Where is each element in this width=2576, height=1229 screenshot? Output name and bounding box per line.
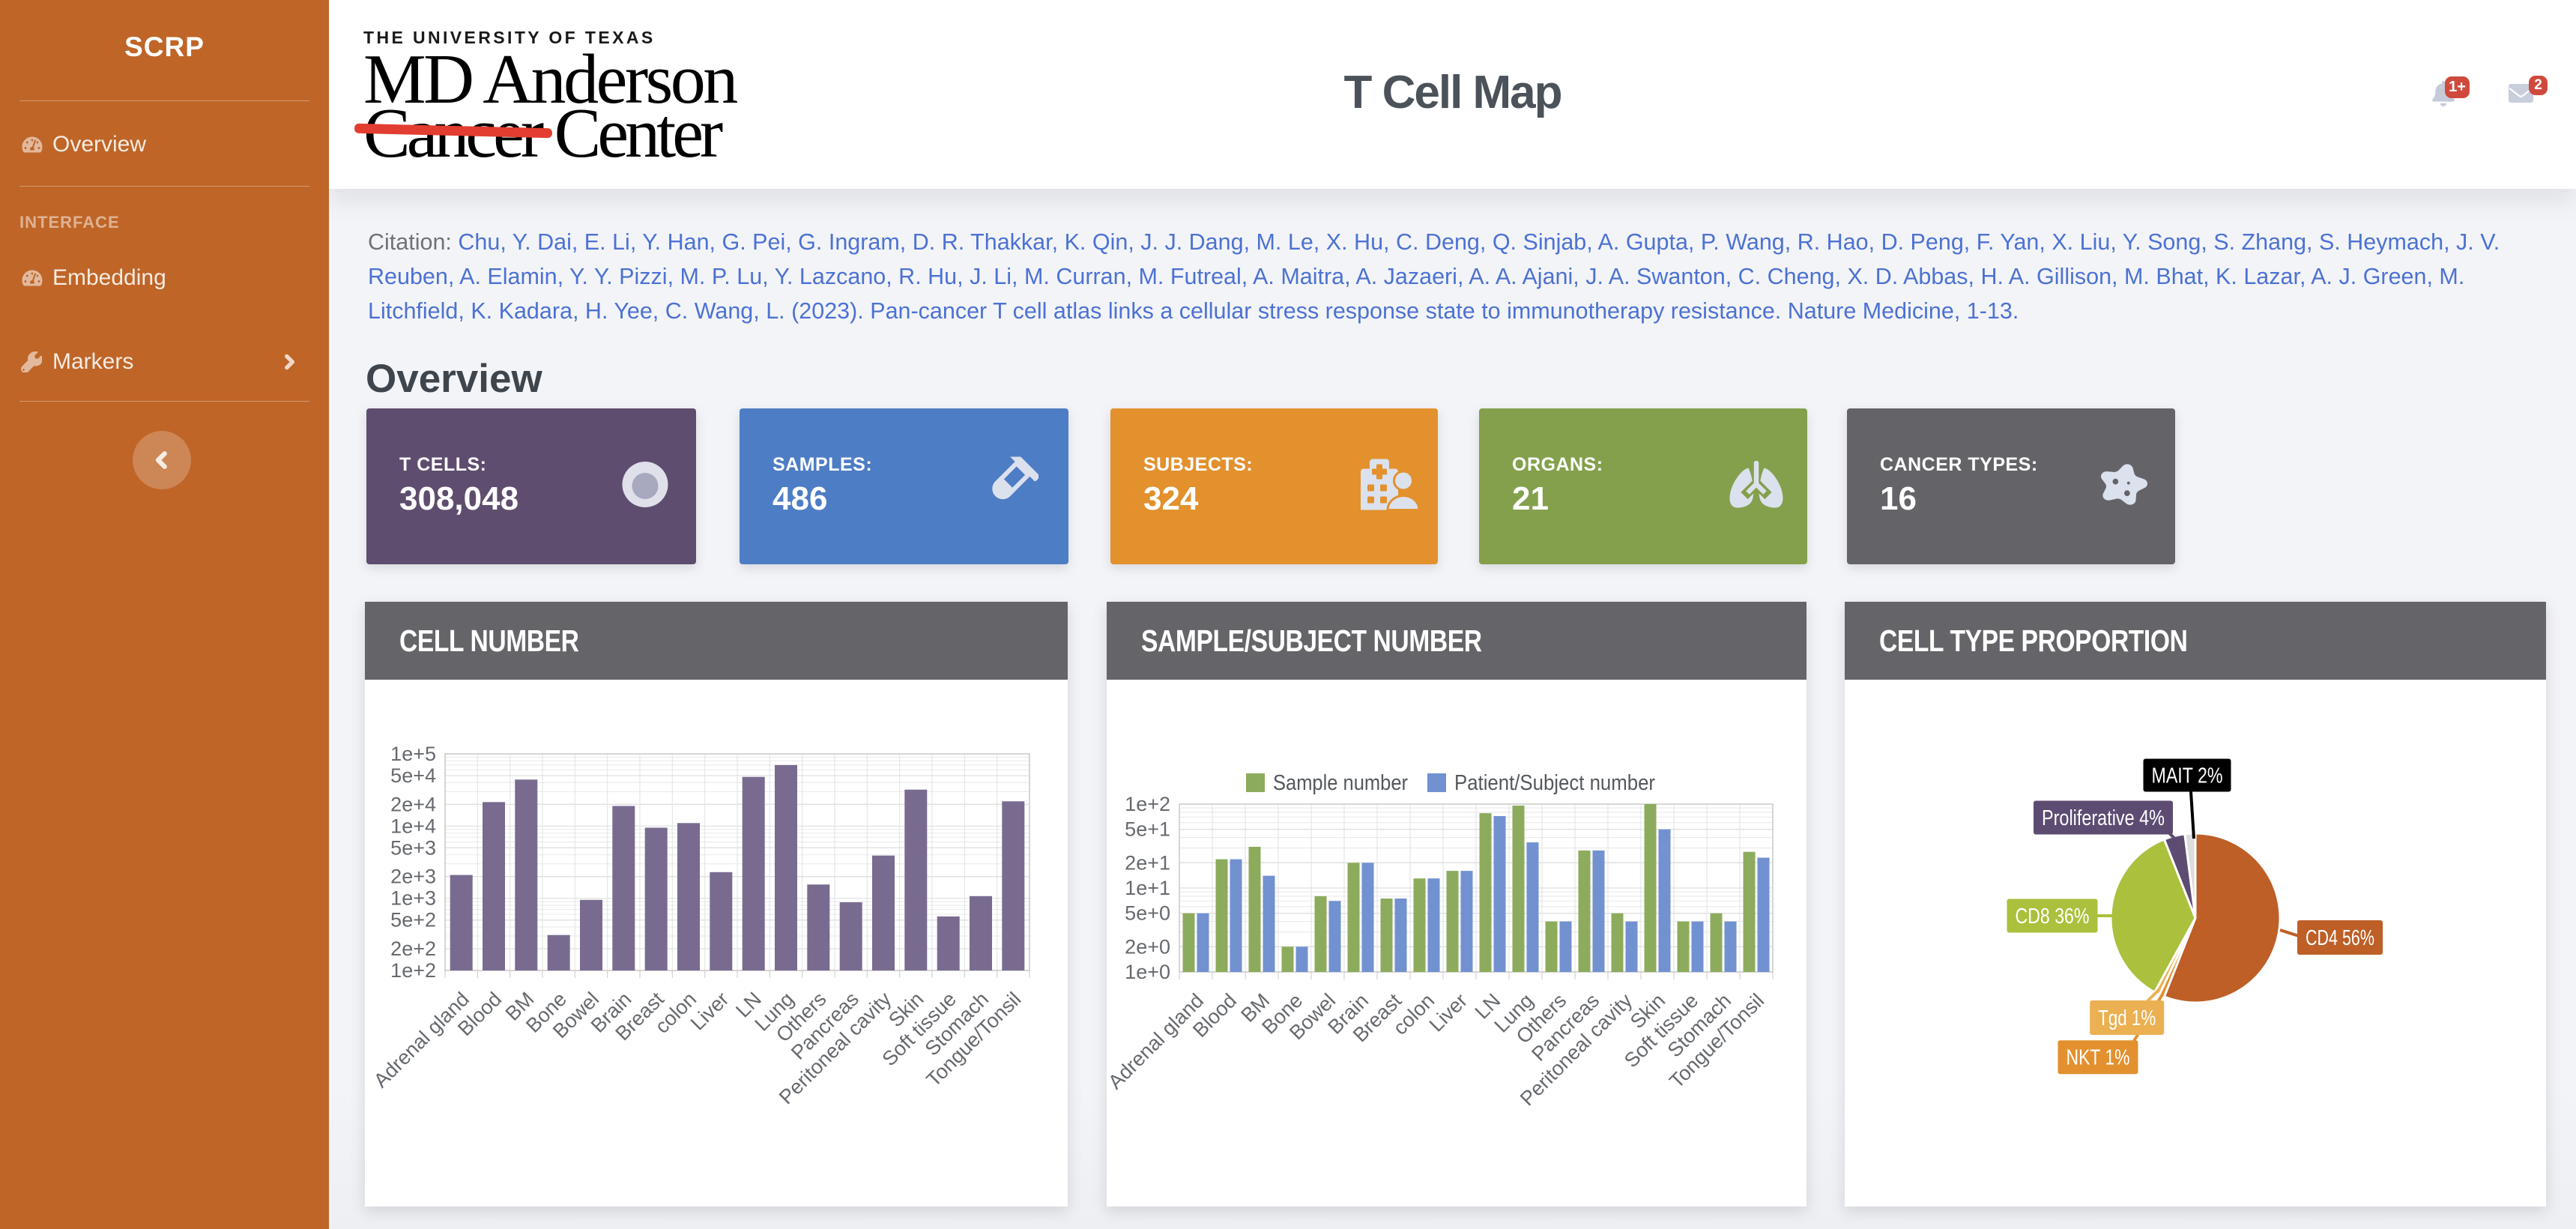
svg-text:Adrenal gland: Adrenal gland [369,988,474,1092]
svg-text:1e+1: 1e+1 [1125,877,1170,899]
svg-text:5e+1: 5e+1 [1125,818,1170,841]
svg-text:Liver: Liver [686,988,734,1035]
svg-text:1e+4: 1e+4 [390,815,436,837]
svg-text:1e+2: 1e+2 [1125,793,1170,815]
svg-text:Patient/Subject number: Patient/Subject number [1454,771,1655,795]
svg-text:1e+0: 1e+0 [1125,961,1170,983]
svg-text:5e+2: 5e+2 [390,909,436,931]
svg-text:5e+0: 5e+0 [1125,902,1170,925]
svg-text:1e+5: 1e+5 [390,743,436,765]
svg-text:2e+2: 2e+2 [390,937,436,960]
svg-text:2e+4: 2e+4 [390,793,436,815]
svg-text:2e+1: 2e+1 [1125,851,1170,874]
svg-text:1e+2: 1e+2 [390,959,436,982]
svg-text:Sample number: Sample number [1273,771,1408,795]
svg-text:NKT 1%: NKT 1% [2066,1046,2130,1070]
svg-text:CD8 36%: CD8 36% [2016,905,2090,928]
svg-text:5e+3: 5e+3 [390,836,436,859]
svg-text:2e+0: 2e+0 [1125,935,1170,958]
svg-text:CD4 56%: CD4 56% [2306,926,2374,950]
svg-text:MAIT 2%: MAIT 2% [2152,764,2223,788]
svg-text:2e+3: 2e+3 [390,866,436,888]
svg-text:Tgd 1%: Tgd 1% [2098,1006,2156,1030]
svg-text:1e+3: 1e+3 [390,887,436,910]
svg-text:5e+4: 5e+4 [390,764,436,787]
svg-text:Liver: Liver [1425,989,1472,1036]
svg-text:Proliferative 4%: Proliferative 4% [2042,806,2165,830]
svg-text:Adrenal gland: Adrenal gland [1107,989,1208,1093]
